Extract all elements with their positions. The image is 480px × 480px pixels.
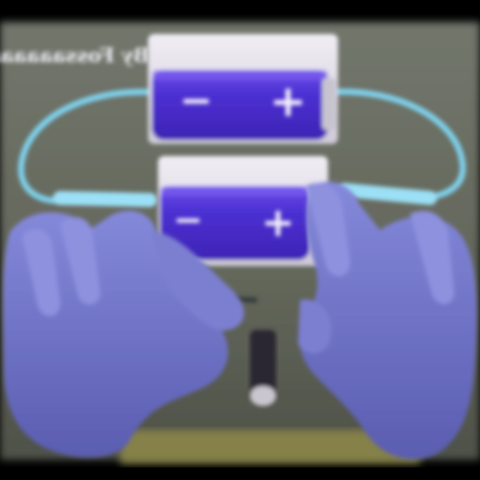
battery-lower (160, 186, 310, 260)
battery-upper-minus: − (179, 78, 213, 124)
battery-holder-lower (158, 156, 328, 266)
battery-lower-minus: − (173, 200, 203, 241)
caption: By Fossaaaaaa (0, 43, 150, 67)
right-clip (338, 183, 437, 205)
battery-upper-plus: + (270, 76, 307, 127)
bulb-glass (250, 386, 276, 406)
battery-holder-upper (148, 34, 338, 144)
bulb-base (250, 330, 276, 400)
battery-upper (152, 70, 328, 140)
right-hand (298, 181, 477, 460)
battery-lower-plus: + (261, 200, 295, 246)
left-hand (3, 210, 245, 458)
caption-text: By Fossaaaaaa (0, 43, 150, 67)
bulb (250, 330, 276, 406)
left-clip (53, 191, 157, 207)
